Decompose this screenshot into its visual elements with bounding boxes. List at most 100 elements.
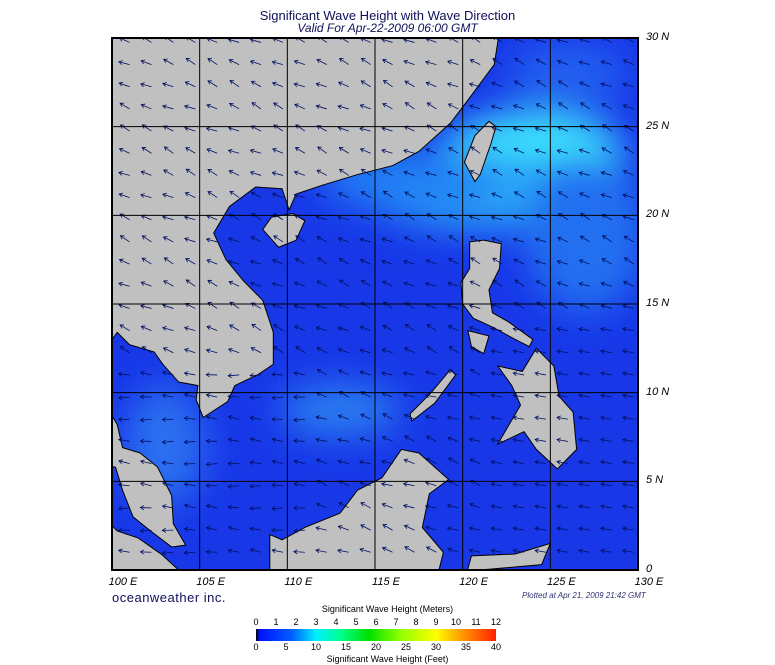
wave-direction-arrow <box>578 326 590 332</box>
wave-direction-arrow <box>556 371 568 376</box>
wave-direction-arrow <box>337 81 349 88</box>
wave-direction-arrow <box>490 415 503 421</box>
wave-direction-arrow <box>185 279 196 287</box>
land-luzon <box>460 239 534 348</box>
wave-direction-arrow <box>185 168 196 176</box>
wave-direction-arrow <box>293 170 306 176</box>
land-taiwan <box>463 120 497 183</box>
wave-direction-arrow <box>337 192 349 198</box>
wave-direction-arrow <box>448 38 459 43</box>
wave-direction-arrow <box>381 436 393 442</box>
wave-direction-arrow <box>207 58 218 65</box>
wave-direction-arrow <box>447 281 459 287</box>
wave-direction-arrow <box>446 526 459 532</box>
wave-direction-arrow <box>446 193 459 198</box>
longitude-label: 115 E <box>372 576 400 588</box>
wave-direction-arrow <box>558 213 569 221</box>
wave-direction-arrow <box>447 325 459 331</box>
wave-direction-arrow <box>622 104 634 110</box>
wave-direction-arrow <box>338 279 349 287</box>
wave-direction-arrow <box>600 548 612 554</box>
wave-direction-arrow <box>426 213 437 221</box>
wave-direction-arrow <box>293 417 305 423</box>
wave-direction-arrow <box>622 371 634 376</box>
longitude-label: 130 E <box>634 576 664 588</box>
wave-direction-arrow <box>359 348 371 354</box>
wave-direction-arrow <box>250 347 262 354</box>
wave-direction-arrow <box>359 126 371 132</box>
wave-direction-arrow <box>294 325 306 331</box>
wave-direction-arrow <box>381 348 393 354</box>
wave-direction-arrow <box>163 257 174 265</box>
wave-direction-arrow <box>295 38 306 43</box>
colorbar-tick-feet: 15 <box>340 642 351 652</box>
wave-direction-arrow <box>315 415 327 420</box>
wave-direction-arrow <box>513 147 525 154</box>
wave-direction-arrow <box>139 505 152 511</box>
land-borneo <box>269 448 450 570</box>
wave-direction-arrow <box>578 371 590 376</box>
wave-direction-arrow <box>579 192 590 198</box>
wave-direction-arrow <box>183 371 196 376</box>
wave-direction-arrow <box>183 416 196 421</box>
wave-direction-arrow <box>534 237 547 243</box>
wave-direction-arrow <box>161 417 174 422</box>
wave-direction-arrow <box>294 103 306 110</box>
wave-direction-arrow <box>315 193 327 198</box>
wave-direction-arrow <box>602 235 612 243</box>
wave-direction-arrow <box>600 193 612 198</box>
wave-direction-arrow <box>161 460 174 466</box>
colorbar-tick-meters: 9 <box>433 617 439 627</box>
land-sulawesi <box>467 542 552 570</box>
wave-direction-arrow <box>139 459 152 465</box>
wave-direction-arrow <box>140 325 152 331</box>
wave-direction-arrow <box>492 168 503 176</box>
wave-direction-arrow <box>602 124 612 132</box>
wave-direction-arrow <box>580 213 591 221</box>
wave-direction-arrow <box>534 259 547 265</box>
wave-direction-arrow <box>183 461 196 467</box>
colorbar-tick-feet: 5 <box>283 642 289 652</box>
colorbar-tick-feet: 0 <box>253 642 259 652</box>
latitude-label: 10 N <box>646 385 670 398</box>
wave-direction-arrow <box>249 437 262 442</box>
map-subtitle: Valid For Apr-22-2009 06:00 GMT <box>297 21 478 35</box>
wave-direction-arrow <box>382 524 393 531</box>
wave-direction-arrow <box>185 57 196 65</box>
wave-direction-arrow <box>118 459 130 464</box>
wave-direction-arrow <box>117 548 130 554</box>
wave-direction-arrow <box>338 58 349 65</box>
wave-direction-arrow <box>273 102 284 110</box>
wave-direction-arrow <box>600 82 612 88</box>
wave-direction-arrow <box>534 415 547 421</box>
wave-direction-arrow <box>426 457 437 464</box>
wave-direction-arrow <box>536 190 547 198</box>
wave-direction-arrow <box>556 59 569 65</box>
wave-direction-arrow <box>403 259 415 265</box>
colorbar-tick-meters: 1 <box>273 617 279 627</box>
wave-direction-arrow <box>315 548 327 554</box>
wave-direction-arrow <box>601 258 612 265</box>
colorbar-tick-meters: 0 <box>253 617 259 627</box>
wave-direction-arrow <box>623 235 634 243</box>
wave-direction-arrow <box>425 370 437 376</box>
wave-direction-arrow <box>141 235 152 243</box>
wave-direction-arrow <box>271 395 283 401</box>
wave-direction-arrow <box>183 104 196 110</box>
wave-direction-arrow <box>425 525 437 531</box>
wave-direction-arrow <box>512 349 525 354</box>
wave-direction-arrow <box>227 394 240 399</box>
wave-direction-arrow <box>337 459 349 465</box>
wave-direction-arrow <box>249 460 262 465</box>
wave-direction-arrow <box>468 437 481 443</box>
wave-direction-arrow <box>446 392 459 398</box>
wave-direction-arrow <box>293 549 305 555</box>
wave-direction-arrow <box>512 526 525 532</box>
wave-direction-arrow <box>229 190 240 198</box>
wave-direction-arrow <box>271 81 284 88</box>
wave-direction-arrow <box>492 146 503 154</box>
wave-direction-arrow <box>490 437 503 443</box>
wave-direction-arrow <box>249 148 262 154</box>
wave-direction-arrow <box>490 504 503 509</box>
wave-direction-arrow <box>249 395 262 400</box>
